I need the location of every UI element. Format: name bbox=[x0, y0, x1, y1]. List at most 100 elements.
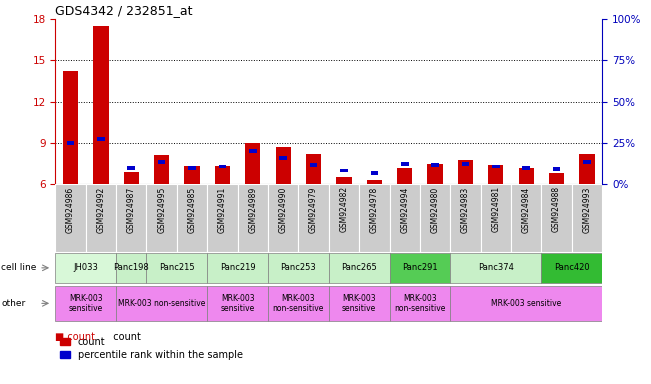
Text: Panc198: Panc198 bbox=[113, 263, 149, 272]
FancyBboxPatch shape bbox=[238, 184, 268, 252]
Text: GSM924987: GSM924987 bbox=[127, 186, 136, 233]
Text: Panc374: Panc374 bbox=[478, 263, 514, 272]
FancyBboxPatch shape bbox=[389, 184, 420, 252]
Bar bbox=[93, 26, 109, 184]
Bar bbox=[63, 71, 78, 184]
FancyBboxPatch shape bbox=[359, 184, 389, 252]
Bar bbox=[340, 169, 348, 172]
FancyBboxPatch shape bbox=[511, 184, 542, 252]
Text: GSM924979: GSM924979 bbox=[309, 186, 318, 233]
Text: MRK-003
sensitive: MRK-003 sensitive bbox=[68, 294, 103, 313]
Text: MRK-003
non-sensitive: MRK-003 non-sensitive bbox=[395, 294, 445, 313]
Text: GSM924985: GSM924985 bbox=[187, 186, 197, 233]
FancyBboxPatch shape bbox=[116, 184, 146, 252]
Bar bbox=[97, 137, 105, 141]
Text: MRK-003
sensitive: MRK-003 sensitive bbox=[221, 294, 255, 313]
FancyBboxPatch shape bbox=[268, 286, 329, 321]
Bar bbox=[188, 166, 196, 170]
Text: ■ count: ■ count bbox=[55, 332, 95, 342]
Text: GSM924978: GSM924978 bbox=[370, 186, 379, 233]
Bar bbox=[492, 164, 500, 168]
Bar bbox=[428, 164, 443, 184]
FancyBboxPatch shape bbox=[146, 253, 207, 283]
Text: MRK-003
sensitive: MRK-003 sensitive bbox=[342, 294, 376, 313]
Legend: count, percentile rank within the sample: count, percentile rank within the sample bbox=[60, 337, 243, 360]
Bar bbox=[124, 172, 139, 184]
Bar bbox=[432, 163, 439, 167]
Text: Panc253: Panc253 bbox=[281, 263, 316, 272]
FancyBboxPatch shape bbox=[420, 184, 450, 252]
Bar bbox=[275, 147, 291, 184]
Text: MRK-003 non-sensitive: MRK-003 non-sensitive bbox=[118, 299, 205, 308]
Text: GSM924991: GSM924991 bbox=[218, 186, 227, 233]
FancyBboxPatch shape bbox=[389, 253, 450, 283]
Text: GSM924981: GSM924981 bbox=[492, 186, 501, 232]
Text: MRK-003
non-sensitive: MRK-003 non-sensitive bbox=[273, 294, 324, 313]
Text: Panc215: Panc215 bbox=[159, 263, 195, 272]
FancyBboxPatch shape bbox=[116, 253, 146, 283]
Bar bbox=[306, 154, 321, 184]
FancyBboxPatch shape bbox=[480, 184, 511, 252]
Bar bbox=[397, 168, 412, 184]
FancyBboxPatch shape bbox=[329, 286, 389, 321]
Bar bbox=[158, 161, 165, 164]
FancyBboxPatch shape bbox=[207, 286, 268, 321]
Text: GSM924980: GSM924980 bbox=[430, 186, 439, 233]
FancyBboxPatch shape bbox=[55, 253, 116, 283]
Bar bbox=[67, 141, 74, 145]
Text: JH033: JH033 bbox=[74, 263, 98, 272]
FancyBboxPatch shape bbox=[268, 184, 298, 252]
Bar bbox=[401, 162, 409, 166]
Text: cell line: cell line bbox=[1, 263, 36, 272]
Bar bbox=[128, 166, 135, 170]
Bar bbox=[154, 156, 169, 184]
Text: GDS4342 / 232851_at: GDS4342 / 232851_at bbox=[55, 3, 193, 17]
Text: Panc291: Panc291 bbox=[402, 263, 437, 272]
FancyBboxPatch shape bbox=[329, 184, 359, 252]
FancyBboxPatch shape bbox=[450, 184, 480, 252]
Bar bbox=[279, 156, 287, 160]
Text: GSM924982: GSM924982 bbox=[339, 186, 348, 232]
Bar bbox=[249, 149, 256, 153]
Bar bbox=[370, 171, 378, 175]
Bar bbox=[583, 161, 591, 164]
FancyBboxPatch shape bbox=[298, 184, 329, 252]
FancyBboxPatch shape bbox=[86, 184, 116, 252]
FancyBboxPatch shape bbox=[55, 286, 116, 321]
Text: Panc265: Panc265 bbox=[341, 263, 377, 272]
Text: GSM924989: GSM924989 bbox=[248, 186, 257, 233]
Text: other: other bbox=[1, 299, 25, 308]
Bar bbox=[579, 154, 594, 184]
Text: MRK-003 sensitive: MRK-003 sensitive bbox=[491, 299, 561, 308]
Bar bbox=[245, 143, 260, 184]
Bar bbox=[458, 160, 473, 184]
FancyBboxPatch shape bbox=[389, 286, 450, 321]
Text: Panc219: Panc219 bbox=[220, 263, 255, 272]
Bar bbox=[184, 166, 200, 184]
FancyBboxPatch shape bbox=[542, 184, 572, 252]
Bar bbox=[367, 180, 382, 184]
Bar bbox=[488, 165, 503, 184]
Text: GSM924994: GSM924994 bbox=[400, 186, 409, 233]
Bar bbox=[219, 164, 227, 168]
Text: count: count bbox=[107, 332, 141, 342]
Bar bbox=[553, 167, 561, 171]
Text: GSM924990: GSM924990 bbox=[279, 186, 288, 233]
FancyBboxPatch shape bbox=[572, 184, 602, 252]
FancyBboxPatch shape bbox=[542, 253, 602, 283]
FancyBboxPatch shape bbox=[329, 253, 389, 283]
FancyBboxPatch shape bbox=[450, 286, 602, 321]
Bar bbox=[337, 177, 352, 184]
FancyBboxPatch shape bbox=[450, 253, 542, 283]
FancyBboxPatch shape bbox=[146, 184, 177, 252]
Bar bbox=[522, 166, 530, 170]
Text: Panc420: Panc420 bbox=[554, 263, 590, 272]
Bar bbox=[462, 162, 469, 166]
Text: GSM924995: GSM924995 bbox=[157, 186, 166, 233]
Text: GSM924986: GSM924986 bbox=[66, 186, 75, 233]
Text: GSM924993: GSM924993 bbox=[583, 186, 592, 233]
Bar bbox=[310, 163, 318, 167]
Text: GSM924983: GSM924983 bbox=[461, 186, 470, 233]
Text: GSM924992: GSM924992 bbox=[96, 186, 105, 233]
Bar bbox=[519, 168, 534, 184]
